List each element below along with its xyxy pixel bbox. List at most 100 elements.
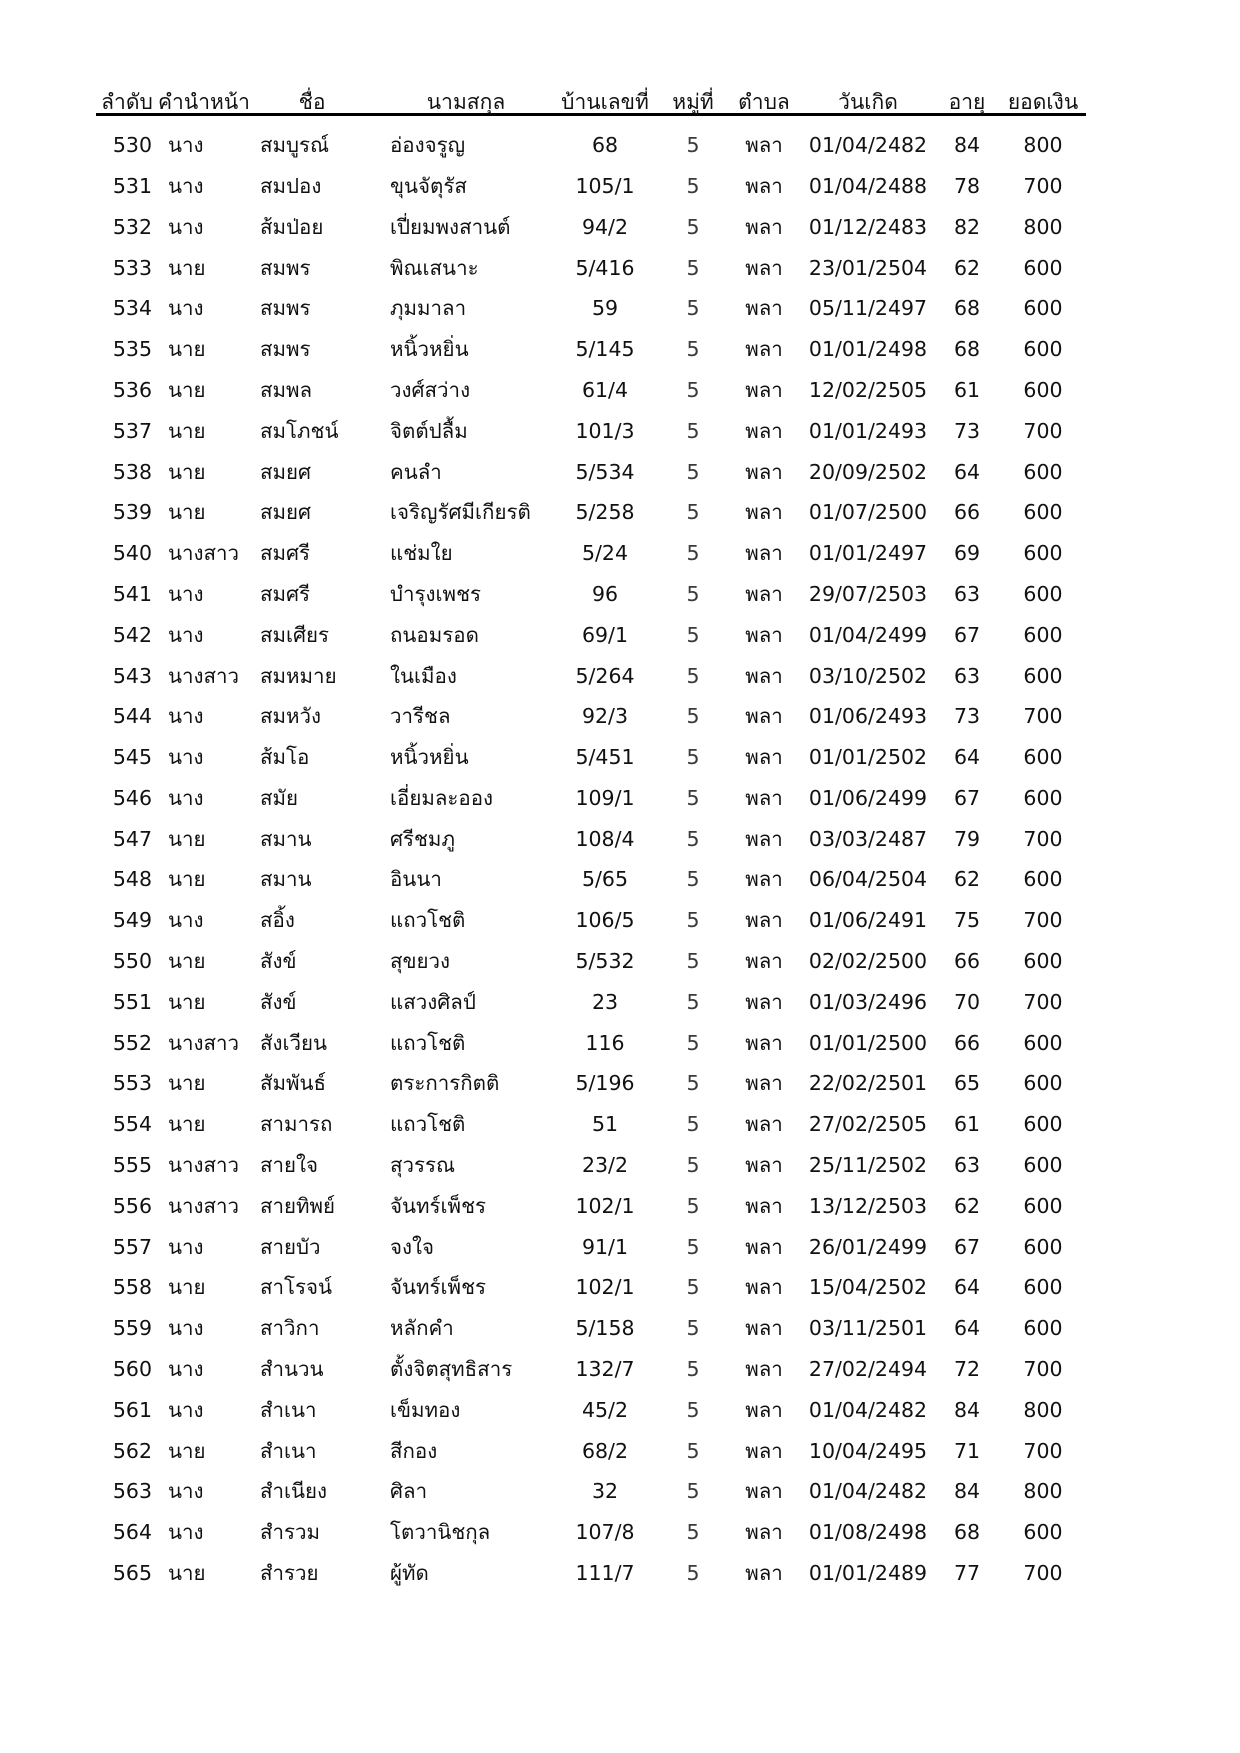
cell-lastname: เจริญรัศมีเกียรติ — [390, 500, 531, 525]
cell-firstname: สังข์ — [260, 949, 297, 974]
cell-lastname: อ่องจรูญ — [390, 133, 466, 158]
cell-tambon: พลา — [745, 1357, 783, 1382]
cell-birthdate: 03/11/2501 — [808, 1316, 928, 1341]
cell-lastname: สุวรรณ — [390, 1153, 456, 1178]
table-row: 554 นาย สามารถ แถวโชติ 51 5 พลา 27/02/2505 61 600 — [96, 1104, 1086, 1145]
table-row: 557 นาง สายบัว จงใจ 91/1 5 พลา 26/01/2499 67 600 — [96, 1227, 1086, 1268]
cell-firstname: สังข์ — [260, 989, 297, 1014]
cell-house-number: 94/2 — [581, 214, 629, 239]
cell-tambon: พลา — [745, 1275, 783, 1300]
cell-age: 62 — [953, 867, 981, 892]
cell-amount: 700 — [1023, 1357, 1063, 1382]
cell-age: 64 — [953, 1275, 981, 1300]
cell-age: 73 — [953, 704, 981, 729]
cell-tambon: พลา — [745, 1397, 783, 1422]
cell-lastname: วารีชล — [390, 704, 451, 729]
cell-firstname: สมบูรณ์ — [260, 133, 330, 158]
cell-birthdate: 01/04/2482 — [808, 1397, 928, 1422]
table-row: 541 นาง สมศรี บำรุงเพชร 96 5 พลา 29/07/2503 63 60… — [96, 574, 1086, 615]
cell-title: นาง — [168, 173, 204, 198]
cell-lastname: พิณเสนาะ — [390, 255, 479, 280]
cell-lastname: ถนอมรอด — [390, 622, 479, 647]
column-header-title: คำนำหน้า — [158, 90, 250, 116]
cell-tambon: พลา — [745, 1153, 783, 1178]
cell-birthdate: 15/04/2502 — [808, 1275, 928, 1300]
cell-title: นาง — [168, 1357, 204, 1382]
cell-house-number: 105/1 — [575, 173, 635, 198]
cell-title: นาย — [168, 949, 206, 974]
cell-tambon: พลา — [745, 622, 783, 647]
cell-firstname: สมพร — [260, 296, 311, 321]
cell-amount: 600 — [1023, 1193, 1063, 1218]
cell-birthdate: 03/10/2502 — [808, 663, 928, 688]
cell-amount: 700 — [1023, 826, 1063, 851]
cell-house-number: 96 — [591, 581, 619, 606]
cell-amount: 800 — [1023, 1479, 1063, 1504]
cell-title: นาง — [168, 133, 204, 158]
cell-seq: 563 — [112, 1479, 152, 1504]
cell-house-number: 5/145 — [575, 337, 635, 362]
cell-title: นางสาว — [168, 541, 240, 566]
cell-birthdate: 01/03/2496 — [808, 989, 928, 1014]
cell-house-number: 5/258 — [575, 500, 635, 525]
cell-amount: 600 — [1023, 296, 1063, 321]
cell-title: นาย — [168, 377, 206, 402]
cell-firstname: สมโภชน์ — [260, 418, 339, 443]
cell-lastname: คนลำ — [390, 459, 442, 484]
table-row: 535 นาย สมพร หนิ้วหยิ่น 5/145 5 พลา 01/01/2498 6… — [96, 329, 1086, 370]
cell-moo: 5 — [686, 1234, 700, 1259]
cell-lastname: เอี่ยมละออง — [390, 785, 494, 810]
cell-seq: 546 — [112, 785, 152, 810]
cell-seq: 545 — [112, 745, 152, 770]
cell-birthdate: 06/04/2504 — [808, 867, 928, 892]
cell-house-number: 5/534 — [575, 459, 635, 484]
table-row: 553 นาย สัมพันธ์ ตระการกิตติ 5/196 5 พลา 22/02/… — [96, 1063, 1086, 1104]
cell-title: นาง — [168, 214, 204, 239]
cell-lastname: เข็มทอง — [390, 1397, 461, 1422]
table-row: 565 นาย สำรวย ผู้ทัด 111/7 5 พลา 01/01/2489 77 70… — [96, 1553, 1086, 1594]
cell-lastname: ภุมมาลา — [390, 296, 467, 321]
cell-tambon: พลา — [745, 459, 783, 484]
cell-firstname: สำเนา — [260, 1438, 317, 1463]
table-row: 543 นางสาว สมหมาย ในเมือง 5/264 5 พลา 03/10/250… — [96, 655, 1086, 696]
cell-amount: 700 — [1023, 908, 1063, 933]
cell-house-number: 5/416 — [575, 255, 635, 280]
cell-firstname: สมเศียร — [260, 622, 330, 647]
cell-house-number: 23/2 — [581, 1153, 629, 1178]
cell-amount: 600 — [1023, 745, 1063, 770]
cell-title: นาง — [168, 1520, 204, 1545]
table-row: 549 นาง สอิ้ง แถวโชติ 106/5 5 พลา 01/06/2491 75 7… — [96, 900, 1086, 941]
cell-firstname: สำรวย — [260, 1561, 319, 1586]
cell-lastname: วงศ์สว่าง — [390, 377, 471, 402]
table-row: 547 นาย สมาน ศรีชมภู 108/4 5 พลา 03/03/2487 79 70… — [96, 819, 1086, 860]
cell-amount: 600 — [1023, 1275, 1063, 1300]
cell-house-number: 101/3 — [575, 418, 635, 443]
cell-title: นาง — [168, 785, 204, 810]
cell-amount: 600 — [1023, 622, 1063, 647]
cell-moo: 5 — [686, 908, 700, 933]
cell-tambon: พลา — [745, 1520, 783, 1545]
cell-house-number: 111/7 — [575, 1561, 635, 1586]
cell-age: 64 — [953, 745, 981, 770]
cell-birthdate: 27/02/2494 — [808, 1357, 928, 1382]
cell-house-number: 51 — [591, 1112, 619, 1137]
cell-age: 63 — [953, 663, 981, 688]
cell-birthdate: 20/09/2502 — [808, 459, 928, 484]
cell-amount: 700 — [1023, 173, 1063, 198]
cell-seq: 562 — [112, 1438, 152, 1463]
cell-house-number: 108/4 — [575, 826, 635, 851]
cell-moo: 5 — [686, 1071, 700, 1096]
cell-house-number: 116 — [585, 1030, 625, 1055]
cell-house-number: 132/7 — [575, 1357, 635, 1382]
cell-seq: 558 — [112, 1275, 152, 1300]
cell-tambon: พลา — [745, 541, 783, 566]
cell-house-number: 107/8 — [575, 1520, 635, 1545]
cell-tambon: พลา — [745, 1479, 783, 1504]
cell-tambon: พลา — [745, 1316, 783, 1341]
cell-seq: 552 — [112, 1030, 152, 1055]
cell-firstname: สมพร — [260, 255, 311, 280]
cell-seq: 538 — [112, 459, 152, 484]
column-header-tambon: ตำบล — [726, 92, 802, 116]
cell-amount: 600 — [1023, 1316, 1063, 1341]
